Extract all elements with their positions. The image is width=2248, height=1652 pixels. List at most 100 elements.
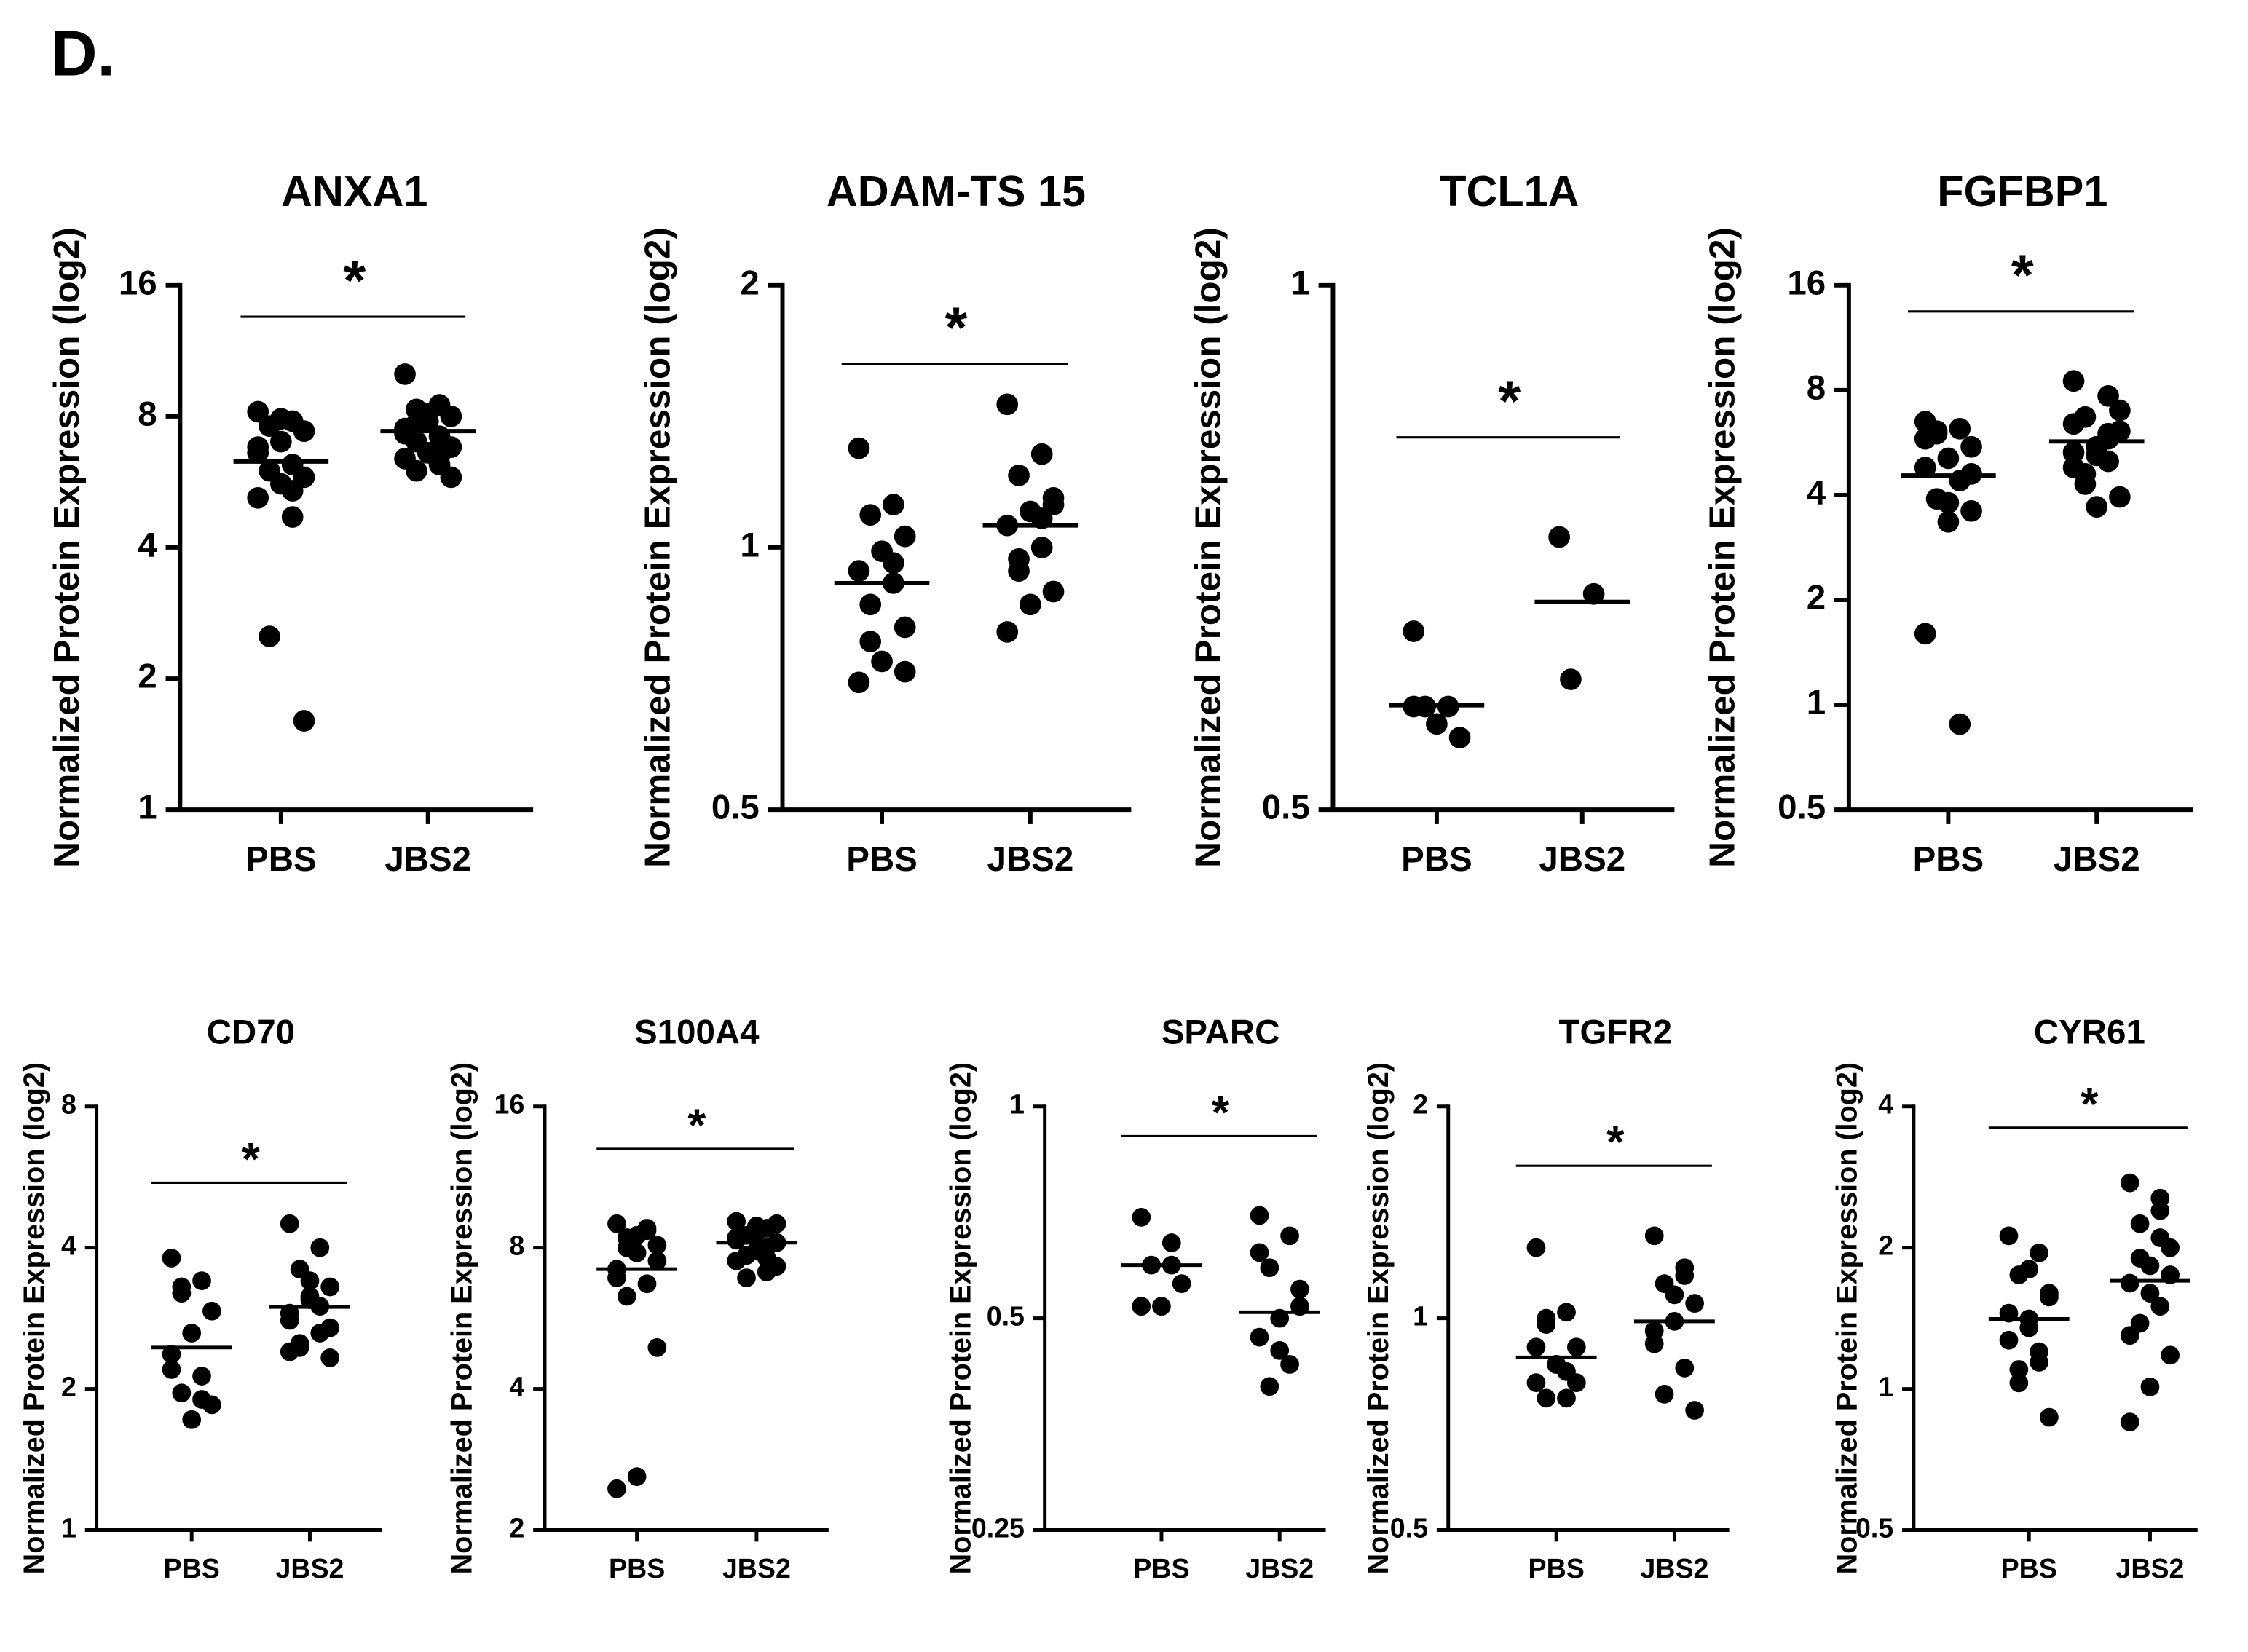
data-point — [1644, 1226, 1664, 1246]
significance-label: * — [1212, 1088, 1230, 1139]
y-tick-label: 0.5 — [711, 789, 760, 827]
data-point — [617, 1238, 636, 1257]
y-tick-label: 0.5 — [1390, 1512, 1428, 1543]
data-point — [280, 1214, 299, 1233]
y-tick-label: 2 — [138, 657, 157, 696]
y-tick-label: 8 — [61, 1089, 76, 1120]
data-point — [320, 1348, 340, 1367]
data-point — [1250, 1243, 1269, 1262]
data-point — [1270, 1340, 1290, 1360]
data-point — [2040, 1284, 2059, 1303]
y-axis-label: Normalized Protein Expression (log2) — [1703, 227, 1743, 868]
data-point — [2062, 413, 2085, 435]
data-point — [1644, 1334, 1664, 1353]
data-point — [1537, 1388, 1556, 1408]
data-point — [627, 1467, 647, 1486]
data-point — [1949, 713, 1971, 735]
data-point — [172, 1277, 192, 1297]
data-point — [1960, 499, 1982, 522]
x-tick-label: JBS2 — [987, 840, 1073, 879]
data-point — [1250, 1206, 1269, 1225]
significance-label: * — [242, 1134, 260, 1185]
data-point — [293, 710, 315, 732]
data-point — [607, 1268, 626, 1287]
y-tick-label: 4 — [509, 1372, 524, 1402]
data-point — [2086, 496, 2108, 518]
x-tick-label: PBS — [846, 840, 918, 879]
y-tick-label: 2 — [509, 1512, 524, 1543]
data-point — [1685, 1294, 1704, 1313]
data-point — [859, 504, 882, 526]
data-point — [1008, 465, 1030, 486]
y-axis-label: Normalized Protein Expression (log2) — [18, 1062, 50, 1574]
x-tick-label: PBS — [609, 1553, 665, 1584]
y-tick-label: 2 — [1413, 1089, 1428, 1120]
x-tick-label: PBS — [1913, 840, 1984, 879]
y-axis-label: Normalized Protein Expression (log2) — [446, 1062, 478, 1574]
data-point — [1030, 443, 1053, 465]
data-point — [162, 1360, 181, 1379]
data-point — [2120, 1326, 2139, 1345]
data-point — [2062, 457, 2085, 478]
data-point — [1280, 1355, 1299, 1374]
data-point — [1448, 727, 1471, 748]
data-point — [1526, 1337, 1546, 1357]
data-point — [2120, 1173, 2139, 1193]
y-tick-label: 2 — [1807, 579, 1826, 617]
y-tick-label: 1 — [1290, 264, 1309, 302]
data-point — [440, 406, 462, 427]
data-point — [300, 1290, 320, 1309]
data-point — [2150, 1228, 2170, 1247]
y-axis-label: Normalized Protein Expression (log2) — [944, 1062, 977, 1574]
data-point — [247, 486, 269, 509]
data-point — [848, 671, 870, 694]
data-point — [1042, 580, 1065, 603]
data-point — [1665, 1285, 1684, 1305]
data-point — [394, 363, 416, 385]
data-point — [2074, 473, 2097, 495]
data-point — [2097, 422, 2119, 445]
data-point — [259, 625, 280, 647]
data-point — [2120, 1273, 2139, 1293]
data-point — [859, 593, 882, 616]
data-point — [871, 650, 893, 673]
data-point — [2109, 486, 2131, 508]
data-point — [280, 1311, 299, 1330]
data-point — [192, 1390, 211, 1409]
chart-title: TGFR2 — [1558, 1013, 1672, 1051]
data-point — [247, 436, 269, 458]
data-point — [727, 1212, 746, 1231]
data-point — [1999, 1330, 2019, 1350]
data-point — [1914, 623, 1936, 645]
data-point — [1937, 447, 1960, 470]
y-axis-label: Normalized Protein Expression (log2) — [1831, 1062, 1863, 1574]
data-point — [1250, 1327, 1269, 1347]
data-point — [1914, 457, 1936, 478]
y-tick-label: 1 — [740, 526, 759, 565]
x-tick-label: JBS2 — [2054, 840, 2140, 879]
data-point — [2161, 1345, 2180, 1365]
data-point — [182, 1324, 202, 1343]
data-point — [637, 1274, 657, 1294]
data-point — [270, 408, 292, 430]
data-point — [270, 430, 292, 453]
data-point — [1999, 1226, 2019, 1246]
data-point — [2150, 1297, 2170, 1316]
data-point — [647, 1337, 667, 1357]
y-tick-label: 0.5 — [1855, 1512, 1893, 1543]
data-point — [894, 616, 916, 639]
data-point — [1537, 1308, 1556, 1328]
data-point — [192, 1271, 211, 1291]
data-point — [2150, 1188, 2170, 1208]
data-point — [2030, 1342, 2048, 1361]
x-tick-label: JBS2 — [1539, 840, 1625, 879]
y-tick-label: 1 — [1009, 1089, 1025, 1120]
data-point — [281, 480, 304, 502]
x-tick-label: PBS — [245, 840, 317, 879]
y-tick-label: 4 — [138, 526, 157, 565]
data-point — [883, 494, 904, 515]
significance-label: * — [2011, 242, 2034, 307]
y-axis-label: Normalized Protein Expression (log2) — [47, 227, 87, 868]
x-tick-label: JBS2 — [384, 840, 471, 879]
data-point — [1685, 1401, 1704, 1420]
